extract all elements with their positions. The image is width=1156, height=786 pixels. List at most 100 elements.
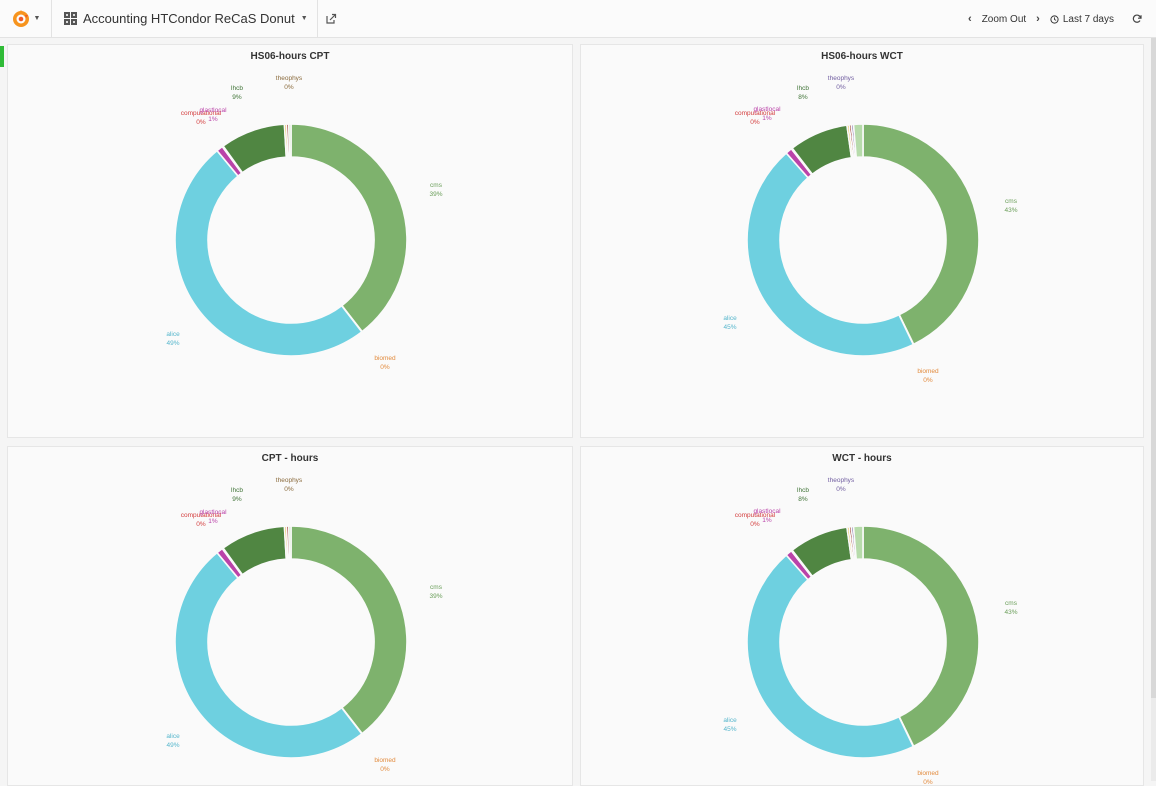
donut-slice-other3[interactable] [852,525,864,561]
slice-percent-cms: 43% [1004,207,1017,214]
slice-percent-theophys: 0% [284,486,294,493]
slice-label-alice: alice [166,331,180,338]
slice-percent-computational: 0% [750,119,760,126]
time-range-label: Last 7 days [1062,13,1114,25]
refresh-button[interactable] [1132,14,1142,24]
slice-percent-glastlocal: 1% [208,116,218,123]
slice-label-glastlocal: glastlocal [753,106,781,113]
slice-label-theophys: theophys [276,75,303,82]
panel-title[interactable]: HS06-hours WCT [821,51,903,62]
slice-percent-cms: 39% [429,593,442,600]
chevron-down-icon: ▼ [33,15,41,22]
donut-slice-cms[interactable] [290,123,408,333]
donut-slice-alice[interactable] [174,551,363,759]
donut-slice-other2[interactable] [287,123,292,158]
slice-label-lhcb: lhcb [797,85,809,92]
slice-percent-theophys: 0% [836,486,846,493]
slice-label-computational: computational [181,110,222,117]
slice-percent-lhcb: 9% [232,94,242,101]
slice-label-alice: alice [166,733,180,740]
panel-title[interactable]: WCT - hours [832,453,892,464]
slice-label-theophys: theophys [276,477,303,484]
donut-slice-alice[interactable] [746,151,915,357]
dashboard-picker-button[interactable]: Accounting HTCondor ReCaS Donut ▼ [52,0,318,38]
slice-label-computational: computational [735,512,776,519]
slice-label-alice: alice [723,315,737,322]
slice-percent-biomed: 0% [380,766,390,773]
slice-percent-glastlocal: 1% [762,517,772,524]
panel-title[interactable]: CPT - hours [261,453,319,464]
grafana-logo-icon [12,9,29,27]
chevron-left-icon[interactable]: ‹ [968,13,972,25]
share-button[interactable] [318,0,346,38]
slice-label-cms: cms [430,182,443,189]
share-icon [326,13,337,24]
panel-hs06-hours-cpt: HS06-hours CPT cms 39% biomed 0% alice 49% lhc… [7,44,573,438]
slice-percent-glastlocal: 1% [762,115,772,122]
donut-chart: cms 43% biomed 0% alice 45% lhcb 8% theophys 0% co… [723,75,1018,384]
slice-label-lhcb: lhcb [797,487,809,494]
grafana-menu-button[interactable]: ▼ [0,0,52,38]
slice-label-biomed: biomed [917,770,939,777]
slice-percent-alice: 49% [166,340,179,347]
time-range-picker[interactable]: Last 7 days [1050,14,1114,25]
donut-slice-other3[interactable] [852,123,864,159]
donut-chart: cms 39% biomed 0% alice 49% lhcb 9% theophys 0% co… [166,477,443,773]
panel-cpt-hours: CPT - hours cms 39% biomed 0% alice 49% lhcb 9%… [7,446,573,786]
row-indicator [0,46,4,67]
slice-percent-cms: 39% [429,191,442,198]
slice-percent-glastlocal: 1% [208,518,218,525]
slice-percent-alice: 45% [723,726,736,733]
slice-label-biomed: biomed [374,355,396,362]
slice-label-computational: computational [735,110,776,117]
slice-percent-biomed: 0% [923,779,933,786]
slice-percent-lhcb: 8% [798,496,808,503]
slice-percent-theophys: 0% [836,84,846,91]
slice-percent-biomed: 0% [923,377,933,384]
slice-label-lhcb: lhcb [231,487,243,494]
donut-slice-alice[interactable] [746,553,915,759]
time-controls: ‹ Zoom Out › Last 7 days [968,0,1142,38]
slice-label-glastlocal: glastlocal [753,508,781,515]
slice-percent-lhcb: 8% [798,94,808,101]
slice-label-lhcb: lhcb [231,85,243,92]
slice-label-alice: alice [723,717,737,724]
slice-percent-alice: 49% [166,742,179,749]
refresh-icon [1132,14,1142,23]
scrollbar-thumb[interactable] [1151,38,1156,698]
dashboard-title: Accounting HTCondor ReCaS Donut [83,11,295,26]
zoom-out-button[interactable]: Zoom Out [981,13,1027,25]
donut-chart: cms 39% biomed 0% alice 49% lhcb 9% theophys 0% co… [166,75,443,371]
top-navbar: ▼ Accounting HTCondor ReCaS Donut ▼ ‹ Zo… [0,0,1156,38]
donut-slice-alice[interactable] [174,149,363,357]
slice-percent-computational: 0% [196,119,206,126]
slice-percent-alice: 45% [723,324,736,331]
panel-hs06-hours-wct: HS06-hours WCT cms 43% biomed 0% alice 45% lhc… [580,44,1144,438]
panel-title[interactable]: HS06-hours CPT [250,51,330,62]
slice-percent-lhcb: 9% [232,496,242,503]
slice-label-biomed: biomed [374,757,396,764]
panel-wct-hours: WCT - hours cms 43% biomed 0% alice 45% lhcb 8%… [580,446,1144,786]
slice-label-biomed: biomed [917,368,939,375]
slice-percent-cms: 43% [1004,609,1017,616]
slice-label-cms: cms [430,584,443,591]
chevron-right-icon[interactable]: › [1036,13,1040,25]
slice-label-cms: cms [1005,198,1018,205]
slice-label-glastlocal: glastlocal [199,509,227,516]
slice-label-theophys: theophys [828,75,855,82]
slice-percent-biomed: 0% [380,364,390,371]
donut-slice-cms[interactable] [862,525,980,748]
donut-chart: cms 43% biomed 0% alice 45% lhcb 8% theophys 0% co… [723,477,1018,786]
grid-icon [64,12,77,25]
slice-label-theophys: theophys [828,477,855,484]
donut-slice-cms[interactable] [290,525,408,735]
donut-slice-other2[interactable] [287,525,292,560]
donut-slice-cms[interactable] [862,123,980,346]
clock-icon [1050,14,1059,24]
slice-label-glastlocal: glastlocal [199,107,227,114]
slice-percent-theophys: 0% [284,84,294,91]
slice-label-computational: computational [181,512,222,519]
slice-percent-computational: 0% [750,521,760,528]
slice-label-cms: cms [1005,600,1018,607]
slice-percent-computational: 0% [196,521,206,528]
